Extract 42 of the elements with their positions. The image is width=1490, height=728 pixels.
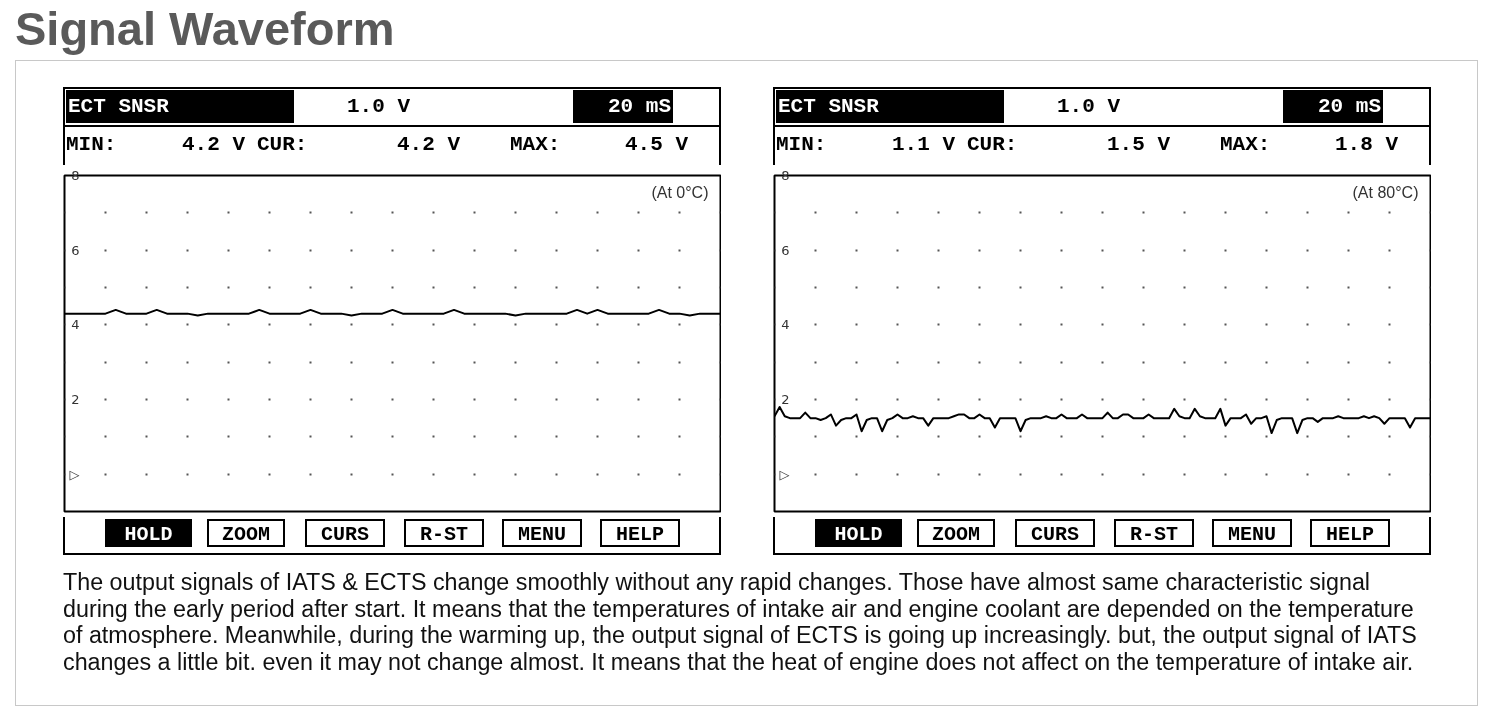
text: The output signals of IATS & ECTS change smoothly without any rapid changes. Those have almost same characteristic signal during the early period after start. It means that the temperatures of intake air and engine coolant are depended on the temperature of atmosphere. Meanwhile, during the warming up, the output signal of ECTS is going up increasingly. but, the output signal of IATS changes a little bit. even it may not change almost. It means that the heat of engine does not affect on the temperature of intake air.	[63, 569, 1418, 676]
text: MENU	[1212, 519, 1292, 547]
y-tick-label: 6	[781, 242, 790, 258]
annotation: (At 0°C)	[651, 183, 709, 201]
text: HOLD	[105, 519, 192, 547]
text: 20 mS	[573, 90, 673, 123]
text: 20 mS	[1283, 90, 1383, 123]
y-tick-label: ▷	[69, 466, 80, 482]
text: 4.2 V	[397, 132, 461, 158]
text: CUR:	[967, 132, 1018, 158]
text: 1.0 V	[1057, 94, 1121, 120]
y-tick-label: ▷	[779, 466, 790, 482]
y-tick-label: 2	[71, 392, 80, 407]
y-tick-label: 4	[781, 317, 790, 333]
text: 4.5 V	[625, 132, 689, 158]
text: ZOOM	[917, 519, 995, 547]
text: ZOOM	[207, 519, 285, 547]
text: MIN:	[776, 132, 827, 158]
text: HELP	[1310, 519, 1390, 547]
y-tick-label: 6	[71, 242, 80, 258]
text: CURS	[305, 519, 385, 547]
text: MAX:	[510, 132, 561, 158]
text: R-ST	[1114, 519, 1194, 547]
text: HOLD	[815, 519, 902, 547]
text: CUR:	[257, 132, 308, 158]
y-tick-label: 4	[71, 317, 80, 333]
y-tick-label: 2	[781, 392, 790, 407]
text: MENU	[502, 519, 582, 547]
chart-title: ECT SNSR	[66, 90, 294, 123]
text: 1.8 V	[1335, 132, 1399, 158]
text: 1.5 V	[1107, 132, 1171, 158]
text: 1.1 V	[892, 132, 956, 158]
text: CURS	[1015, 519, 1095, 547]
text: MIN:	[66, 132, 117, 158]
text: 1.0 V	[347, 94, 411, 120]
chart-title: ECT SNSR	[776, 90, 1004, 123]
text: 4.2 V	[182, 132, 246, 158]
text: MAX:	[1220, 132, 1271, 158]
text: Signal Waveform	[15, 2, 395, 56]
text: HELP	[600, 519, 680, 547]
annotation: (At 80°C)	[1352, 183, 1419, 201]
text: R-ST	[404, 519, 484, 547]
